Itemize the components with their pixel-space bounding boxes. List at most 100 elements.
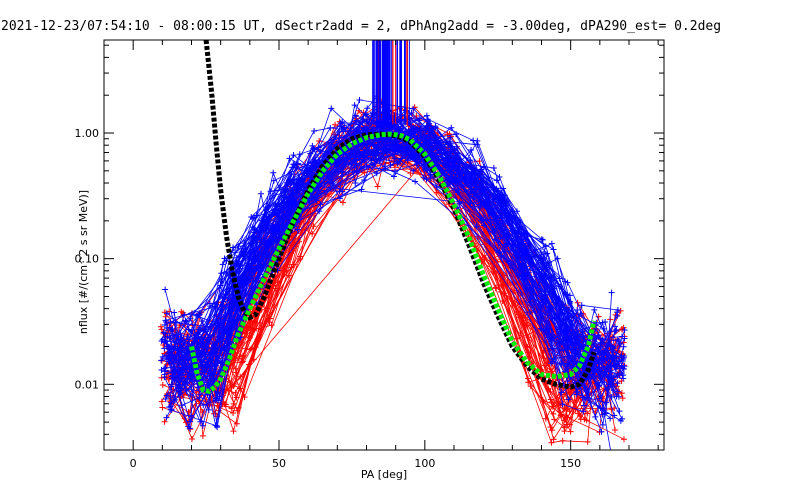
blue-series-marker — [351, 102, 358, 109]
red-series-marker — [548, 427, 555, 434]
red-series-marker — [237, 373, 244, 380]
blue-series-marker — [496, 224, 503, 231]
blue-series-marker — [432, 123, 439, 130]
blue-series-marker — [468, 147, 475, 154]
blue-series-marker — [410, 167, 417, 174]
blue-series-marker — [558, 389, 565, 396]
red-series-marker — [476, 158, 483, 165]
blue-series-marker — [491, 214, 498, 221]
blue-series-marker — [171, 346, 178, 353]
red-series-marker — [550, 436, 557, 443]
blue-series-marker — [328, 105, 335, 112]
blue-series-marker — [387, 162, 394, 169]
red-series-marker — [540, 398, 547, 405]
red-series-marker — [444, 131, 451, 138]
blue-series-marker — [158, 357, 165, 364]
blue-series-marker — [336, 128, 343, 135]
red-series-marker — [199, 432, 206, 439]
red-series-marker — [517, 313, 524, 320]
blue-series-marker — [189, 378, 196, 385]
blue-series-marker — [613, 353, 620, 360]
blue-series-marker — [618, 362, 625, 369]
blue-series-marker — [476, 171, 483, 178]
blue-series-marker — [595, 383, 602, 390]
blue-series-marker — [580, 402, 587, 409]
red-series-marker — [611, 427, 618, 434]
blue-series-marker — [183, 318, 190, 325]
red-series-marker — [193, 389, 200, 396]
x-tick-label: 100 — [414, 457, 435, 470]
red-series-marker — [618, 325, 625, 332]
red-series-marker — [517, 329, 524, 336]
red-series-marker — [548, 439, 555, 446]
blue-series-marker — [447, 134, 454, 141]
blue-series-marker — [270, 169, 277, 176]
blue-series-marker — [537, 249, 544, 256]
red-series-marker — [158, 398, 165, 405]
red-series-marker — [159, 404, 166, 411]
blue-series-marker — [204, 336, 211, 343]
blue-series-marker — [187, 315, 194, 322]
blue-series-marker — [424, 116, 431, 123]
blue-series-marker — [163, 325, 170, 332]
blue-series-marker — [199, 351, 206, 358]
blue-series-marker — [427, 175, 434, 182]
blue-series-marker — [311, 163, 318, 170]
blue-series-marker — [620, 343, 627, 350]
red-series-marker — [290, 261, 297, 268]
blue-series-marker — [238, 248, 245, 255]
blue-series-marker — [168, 406, 175, 413]
blue-series-marker — [526, 309, 533, 316]
blue-series-marker — [603, 399, 610, 406]
blue-series-trace — [182, 117, 624, 401]
blue-series-marker — [621, 363, 628, 370]
red-series-marker — [556, 400, 563, 407]
blue-series-marker — [619, 357, 626, 364]
blue-series-marker — [358, 186, 365, 193]
blue-series-marker — [215, 397, 222, 404]
red-series-marker — [157, 323, 164, 330]
blue-series-marker — [607, 415, 614, 422]
blue-series-marker — [360, 140, 367, 147]
blue-series-marker — [621, 353, 628, 360]
blue-series-marker — [339, 119, 346, 126]
red-series-marker — [247, 325, 254, 332]
blue-series-marker — [354, 129, 361, 136]
blue-series-marker — [453, 131, 460, 138]
blue-series-marker — [356, 96, 363, 103]
blue-series-marker — [456, 200, 463, 207]
blue-series-marker — [412, 178, 419, 185]
blue-series-marker — [371, 159, 378, 166]
red-series-marker — [188, 435, 195, 442]
red-series-marker — [254, 336, 261, 343]
blue-series-marker — [614, 372, 621, 379]
blue-series-marker — [607, 328, 614, 335]
blue-series-marker — [223, 269, 230, 276]
blue-series-marker — [263, 252, 270, 259]
blue-series-marker — [311, 128, 318, 135]
blue-series-marker — [382, 165, 389, 172]
blue-series-marker — [580, 408, 587, 415]
red-series-marker — [361, 169, 368, 176]
y-tick-label: 1.00 — [75, 127, 100, 140]
blue-series-marker — [232, 299, 239, 306]
red-series-marker — [158, 374, 165, 381]
blue-series-marker — [584, 357, 591, 364]
red-series-marker — [231, 355, 238, 362]
blue-series-marker — [364, 105, 371, 112]
red-series-marker — [584, 410, 591, 417]
x-tick-label: 0 — [130, 457, 137, 470]
blue-series-marker — [391, 155, 398, 162]
blue-series-marker — [523, 233, 530, 240]
blue-series-marker — [407, 153, 414, 160]
blue-series-marker — [410, 105, 417, 112]
blue-series-marker — [599, 319, 606, 326]
blue-series-marker — [427, 132, 434, 139]
red-series-marker — [619, 395, 626, 402]
blue-series-marker — [216, 393, 223, 400]
blue-series-marker — [527, 285, 534, 292]
blue-series-marker — [556, 275, 563, 282]
red-series-marker — [159, 382, 166, 389]
blue-series-marker — [614, 309, 621, 316]
